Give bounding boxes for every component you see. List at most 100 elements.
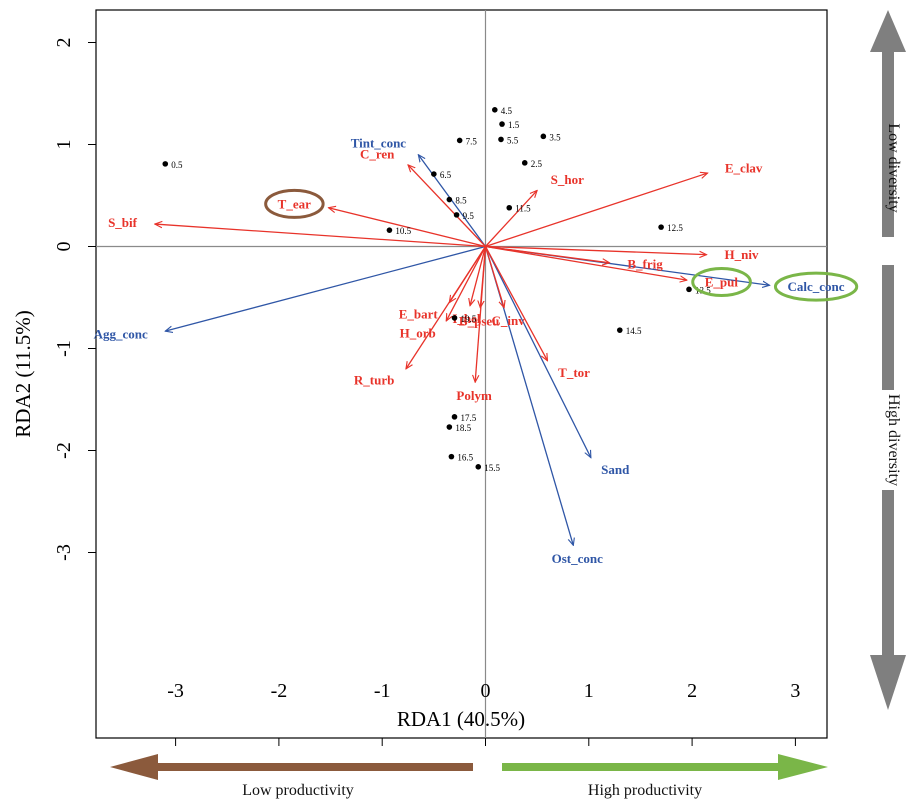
species-vector-h-niv (485, 245, 707, 255)
high-productivity-arrow (502, 754, 828, 780)
x-tick-label: 2 (687, 680, 697, 702)
x-tick-label: 0 (481, 680, 491, 702)
low-diversity-arrow (870, 10, 906, 237)
x-tick-label: 1 (584, 680, 594, 702)
species-label-r-turb: R_turb (354, 373, 394, 388)
species-vector-t-tor (484, 246, 548, 361)
diversity-annotation: Low diversity High diversity (870, 10, 906, 710)
environment-vectors: Tint_conc Agg_conc Calc_conc Sand Ost_conc (94, 135, 845, 565)
site-point-9-5 (453, 212, 460, 218)
site-label-14-5: 14.5 (626, 326, 642, 336)
site-label-16-5: 16.5 (457, 453, 473, 463)
species-label-e-pul: E_pul (705, 274, 739, 289)
x-tick-label: 3 (790, 680, 800, 702)
site-point-12-5 (658, 224, 664, 230)
site-label-1-5: 1.5 (508, 120, 520, 130)
species-vector-h-orb (446, 246, 487, 321)
site-label-6-5: 6.5 (440, 170, 452, 180)
site-label-10-5: 10.5 (395, 226, 411, 236)
site-point-11-5 (506, 204, 513, 211)
species-label-t-tor: T_tor (558, 365, 590, 380)
env-label-tint-conc: Tint_conc (351, 135, 407, 150)
high-productivity-label: High productivity (588, 782, 702, 799)
site-label-18-5: 18.5 (455, 423, 471, 433)
site-label-9-5: 9.5 (463, 211, 475, 221)
y-axis-title: RDA2 (11.5%) (11, 310, 35, 438)
site-label-4-5: 4.5 (501, 106, 513, 116)
species-label-h-orb: H_orb (400, 325, 436, 340)
y-tick-label: -1 (53, 340, 75, 357)
species-label-h-niv: H_niv (725, 247, 759, 262)
species-label-b-frig: B_frig (627, 257, 663, 272)
species-label-s-bif: S_bif (108, 215, 138, 230)
productivity-annotation: Low productivity High productivity (110, 754, 828, 799)
site-label-13-5: 13.5 (695, 285, 711, 295)
species-vector-c-ren (408, 165, 486, 247)
site-point-16-5 (448, 453, 455, 460)
site-label-7-5: 7.5 (466, 136, 478, 146)
species-vectors: S_bif T_ear C_ren S_hor E_clav H_niv B_frig E_p… (108, 147, 763, 403)
species-label-polym: Polym (456, 388, 492, 403)
site-label-3-5: 3.5 (549, 132, 561, 142)
low-productivity-arrow (110, 754, 473, 780)
highlight-ellipse-calc-conc (773, 271, 859, 302)
site-point-0-5 (162, 161, 169, 167)
y-tick-label: -2 (53, 442, 75, 459)
site-point-4-5 (491, 107, 498, 113)
species-vector-r-turb (406, 246, 487, 369)
site-point-14-5 (616, 327, 623, 333)
env-vector-sand (484, 246, 591, 458)
site-label-17-5: 17.5 (461, 413, 477, 423)
site-point-5-5 (498, 136, 504, 143)
species-label-c-ren: C_ren (360, 147, 395, 162)
env-label-sand: Sand (601, 462, 630, 477)
site-label-5-5: 5.5 (507, 135, 519, 145)
species-label-b-pseu: B_pseu (459, 314, 499, 329)
reference-lines (96, 10, 827, 738)
x-tick-label: -3 (167, 680, 184, 702)
x-tick-label: -2 (271, 680, 288, 702)
site-label-19-5: 19.5 (461, 314, 477, 324)
species-label-e-clav: E_clav (725, 161, 763, 176)
species-vector-i-hel (470, 246, 487, 306)
site-points: 0.5 1.5 2.5 3.5 4.5 5.5 6.5 7.5 8.5 9.5 10.5 11.5 12… (162, 106, 711, 473)
site-point-19-5 (451, 315, 458, 321)
species-vector-b-frig (485, 245, 610, 263)
site-point-13-5 (686, 286, 692, 293)
low-productivity-label: Low productivity (242, 782, 354, 799)
x-axis-title: RDA1 (40.5%) (397, 707, 525, 731)
highlight-ellipses (264, 188, 859, 302)
y-axis: 2 1 0 -1 -2 -3 (53, 38, 96, 561)
species-vector-s-bif (155, 224, 486, 248)
site-point-3-5 (540, 133, 547, 140)
site-point-18-5 (446, 424, 453, 430)
site-point-17-5 (451, 414, 458, 420)
species-label-t-ear: T_ear (278, 196, 311, 211)
env-label-calc-conc: Calc_conc (787, 279, 844, 294)
highlight-ellipse-t-ear (264, 188, 325, 219)
plot-frame (95, 9, 828, 739)
site-label-2-5: 2.5 (531, 159, 543, 169)
site-label-12-5: 12.5 (667, 223, 683, 233)
site-point-7-5 (456, 137, 463, 144)
x-axis: -3 -2 -1 0 1 2 3 (167, 680, 800, 746)
species-vector-polym (475, 246, 487, 383)
species-label-c-inv: C_inv (492, 313, 526, 328)
env-label-agg-conc: Agg_conc (94, 327, 148, 342)
species-label-e-bart: E_bart (399, 306, 439, 321)
env-label-ost-conc: Ost_conc (552, 551, 604, 566)
env-vector-agg-conc (165, 245, 486, 332)
species-label-s-hor: S_hor (551, 172, 584, 187)
y-tick-label: 1 (53, 140, 75, 150)
site-label-15-5: 15.5 (484, 463, 500, 473)
species-vector-e-pul (485, 245, 687, 281)
species-vector-e-clav (485, 173, 708, 248)
species-vector-c-inv (484, 246, 505, 308)
site-label-0-5: 0.5 (171, 160, 183, 170)
site-point-8-5 (446, 196, 453, 203)
high-diversity-label: High diversity (885, 394, 902, 486)
low-diversity-label: Low diversity (885, 123, 902, 212)
species-vector-t-ear (328, 208, 486, 248)
site-point-10-5 (386, 227, 393, 233)
